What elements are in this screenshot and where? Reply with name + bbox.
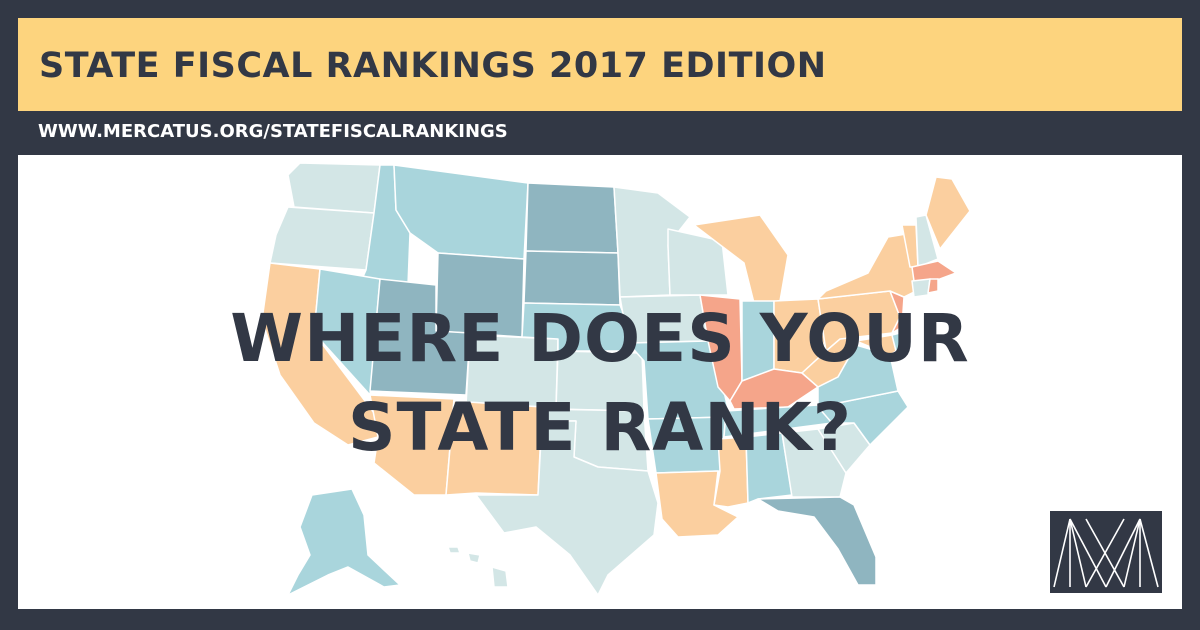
state-utah bbox=[369, 278, 471, 396]
state-washington bbox=[287, 162, 381, 214]
title-banner: STATE FISCAL RANKINGS 2017 EDITION bbox=[18, 18, 1182, 111]
state-hawaii bbox=[491, 566, 509, 588]
state-louisiana bbox=[655, 470, 739, 538]
mercatus-logo-icon bbox=[1050, 511, 1162, 593]
state-montana bbox=[393, 164, 529, 260]
state-maine bbox=[925, 176, 971, 250]
headline-line-2: STATE RANK? bbox=[347, 389, 853, 466]
state-delaware bbox=[891, 332, 901, 352]
state-oregon bbox=[269, 206, 375, 271]
map-panel: WHERE DOES YOUR STATE RANK? bbox=[18, 155, 1182, 609]
state-alaska bbox=[287, 488, 401, 596]
state-new-hampshire bbox=[915, 214, 939, 268]
page-title: STATE FISCAL RANKINGS 2017 EDITION bbox=[39, 46, 827, 86]
state-hawaii bbox=[447, 546, 461, 554]
state-alabama bbox=[745, 432, 793, 504]
state-north-dakota bbox=[525, 182, 619, 254]
state-south-dakota bbox=[523, 250, 621, 306]
us-map bbox=[261, 162, 971, 596]
state-massachusetts bbox=[911, 260, 957, 282]
state-rhode-island bbox=[927, 278, 939, 294]
state-florida bbox=[757, 496, 877, 586]
bottom-border bbox=[0, 609, 1200, 630]
state-hawaii bbox=[467, 552, 481, 564]
state-texas bbox=[475, 420, 659, 596]
website-url[interactable]: WWW.MERCATUS.ORG/STATEFISCALRANKINGS bbox=[38, 121, 508, 142]
state-georgia bbox=[781, 428, 847, 498]
state-connecticut bbox=[911, 278, 931, 298]
state-new-mexico bbox=[445, 400, 543, 496]
headline-line-1: WHERE DOES YOUR bbox=[230, 300, 970, 377]
state-arizona bbox=[369, 394, 455, 496]
